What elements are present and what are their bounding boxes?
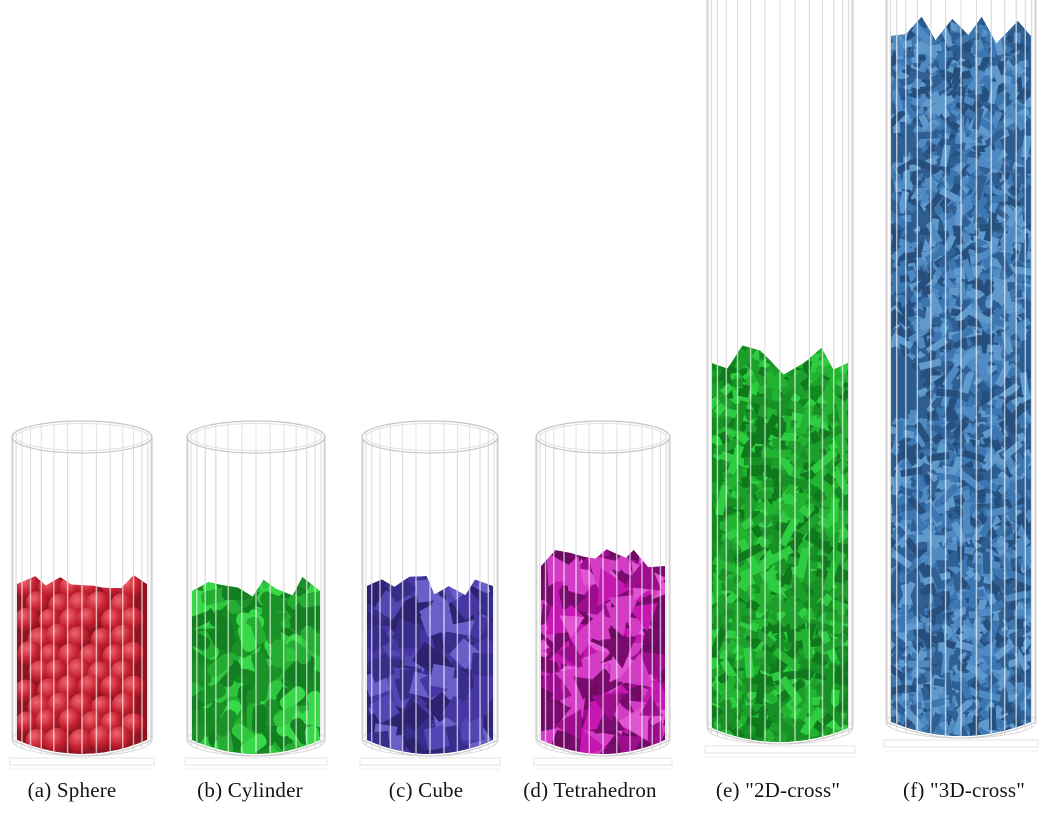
- caption-cube: (c) Cube: [388, 778, 464, 802]
- panel-a: [9, 420, 155, 770]
- caption-cylinder: (b) Cylinder: [197, 778, 303, 802]
- caption-2d-cross: (e) "2D-cross": [715, 778, 841, 802]
- caption-sphere: (a) Sphere: [27, 778, 117, 802]
- panel-d: [533, 420, 673, 770]
- particles-tetrahedron: [541, 549, 665, 754]
- particles-cross-2d: [712, 345, 848, 742]
- panel-b: [184, 420, 328, 770]
- particles-sphere: [17, 575, 147, 754]
- particles-cross-3d: [891, 16, 1031, 736]
- panel-f: [883, 0, 1039, 752]
- caption-3d-cross: (f) "3D-cross": [903, 778, 1025, 802]
- container-wireframe-overlay: [544, 549, 662, 754]
- panel-e: [704, 0, 856, 758]
- caption-tetrahedron: (d) Tetrahedron: [523, 778, 657, 802]
- container-wireframe-overlay: [716, 345, 844, 742]
- container-wireframe-overlay: [891, 16, 1031, 736]
- panel-c: [359, 420, 501, 770]
